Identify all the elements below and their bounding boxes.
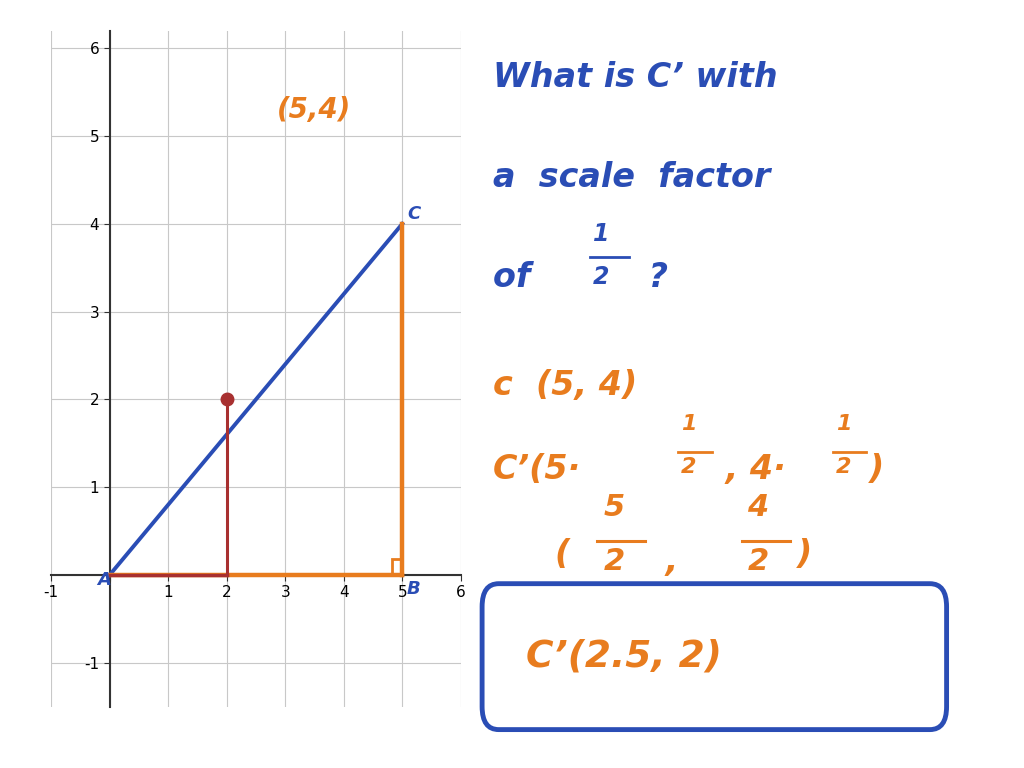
Text: 4: 4 [748, 493, 769, 522]
Text: 2: 2 [593, 265, 609, 289]
Text: 5: 5 [604, 493, 625, 522]
Text: ,: , [653, 545, 678, 578]
Text: ?: ? [637, 261, 668, 294]
Text: 2: 2 [681, 457, 696, 477]
Text: ): ) [798, 538, 812, 571]
Text: ): ) [869, 453, 885, 486]
Text: , 4·: , 4· [715, 453, 786, 486]
Text: 2: 2 [748, 547, 769, 576]
Text: C’(2.5, 2): C’(2.5, 2) [526, 639, 722, 674]
Text: (5,4): (5,4) [276, 97, 351, 124]
Text: C’(5·: C’(5· [494, 453, 582, 486]
Text: 1: 1 [593, 222, 609, 246]
Text: What is C’ with: What is C’ with [494, 61, 778, 94]
Bar [392, 559, 402, 575]
Text: A: A [97, 571, 111, 589]
Text: C: C [407, 205, 420, 223]
Text: B: B [407, 580, 421, 598]
Text: 2: 2 [604, 547, 625, 576]
Text: 2: 2 [836, 457, 852, 477]
FancyBboxPatch shape [482, 584, 946, 730]
Text: 1: 1 [836, 414, 852, 434]
Text: of: of [494, 261, 542, 294]
Text: 1: 1 [681, 414, 696, 434]
Text: a  scale  factor: a scale factor [494, 161, 770, 194]
Text: c  (5, 4): c (5, 4) [494, 369, 637, 402]
Text: (: ( [554, 538, 569, 571]
